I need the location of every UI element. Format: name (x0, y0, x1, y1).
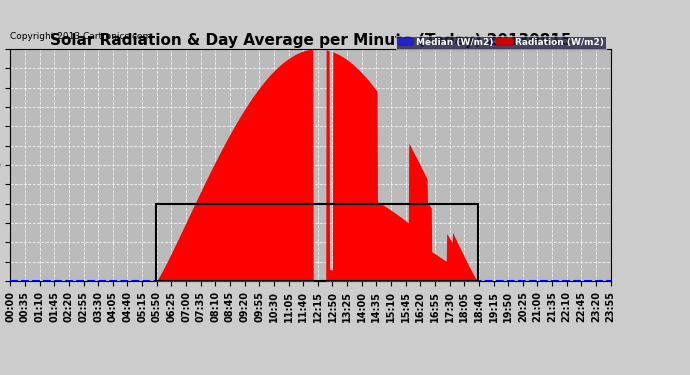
Legend: Median (W/m2), Radiation (W/m2): Median (W/m2), Radiation (W/m2) (395, 36, 606, 49)
Title: Solar Radiation & Day Average per Minute (Today) 20130815: Solar Radiation & Day Average per Minute… (50, 33, 571, 48)
Bar (157, 204, 477, 281)
Text: Copyright 2013 Cartronics.com: Copyright 2013 Cartronics.com (10, 32, 152, 40)
